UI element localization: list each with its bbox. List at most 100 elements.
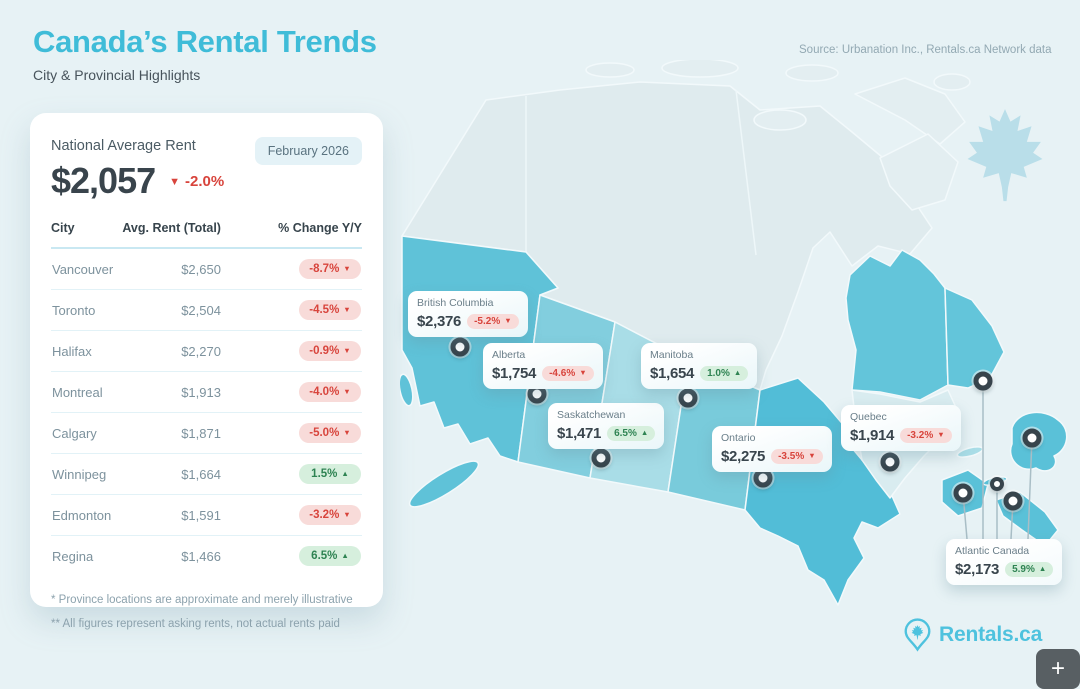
map-marker-manitoba <box>678 388 698 408</box>
trend-arrow-icon <box>339 427 350 439</box>
table-row: Montreal $1,913 -4.0% <box>51 371 362 413</box>
change-pill: -3.2% <box>900 428 952 443</box>
trend-arrow-icon <box>1035 564 1046 575</box>
city-rent: $1,871 <box>116 412 275 454</box>
map-marker-saskatchewan <box>591 448 611 468</box>
quebec-region <box>845 249 949 401</box>
column-header-change: % Change Y/Y <box>274 221 362 249</box>
change-pill: -4.6% <box>542 366 594 381</box>
table-row: Halifax $2,270 -0.9% <box>51 330 362 372</box>
expand-button[interactable]: + <box>1036 649 1080 689</box>
national-average-value: $2,057 <box>51 160 156 201</box>
period-badge: February 2026 <box>254 137 362 165</box>
maple-leaf-icon <box>967 109 1043 202</box>
change-pill: -8.7% <box>299 259 361 279</box>
city-name: Regina <box>52 548 94 564</box>
city-rent: $2,650 <box>116 248 275 290</box>
change-pill: -3.2% <box>299 505 361 525</box>
footnote-1: * Province locations are approximate and… <box>51 594 353 606</box>
city-name: Montreal <box>51 371 117 413</box>
province-card-ontario: Ontario $2,275 -3.5% <box>712 426 832 472</box>
map-marker-labrador <box>973 371 993 391</box>
province-card-alberta: Alberta $1,754 -4.6% <box>483 343 603 389</box>
province-card-saskatchewan: Saskatchewan $1,471 6.5% <box>548 403 665 449</box>
map-marker-pei <box>990 477 1004 491</box>
city-rent-table: City Avg. Rent (Total) % Change Y/Y Vanc… <box>51 221 362 576</box>
trend-down-arrow-icon <box>169 173 185 190</box>
trend-arrow-icon <box>339 509 350 521</box>
trend-arrow-icon <box>339 345 350 357</box>
anticosti-island <box>956 446 984 458</box>
change-pill: -5.2% <box>467 314 519 329</box>
column-header-city: City <box>51 221 117 249</box>
atlantic-regions <box>941 411 1068 547</box>
change-pill: 5.9% <box>1005 562 1054 577</box>
province-card-manitoba: Manitoba $1,654 1.0% <box>641 343 758 389</box>
map-marker-new-brunswick <box>953 483 973 503</box>
trend-arrow-icon <box>730 368 741 379</box>
city-rent: $2,270 <box>116 330 275 372</box>
national-change: -2.0% <box>169 173 224 190</box>
city-name: Halifax <box>51 330 117 372</box>
trend-arrow-icon <box>337 550 348 562</box>
city-name: Edmonton <box>51 494 117 536</box>
map-marker-nova-scotia <box>1003 491 1023 511</box>
table-row: Calgary $1,871 -5.0% <box>51 412 362 454</box>
trend-arrow-icon <box>637 428 648 439</box>
labrador-region <box>944 287 1005 389</box>
table-row: Toronto $2,504 -4.5% <box>51 289 362 331</box>
page-subtitle: City & Provincial Highlights <box>33 67 201 83</box>
page-title: Canada’s Rental Trends <box>33 24 377 59</box>
province-card-british-columbia: British Columbia $2,376 -5.2% <box>408 291 528 337</box>
logo-text: Rentals.ca <box>939 623 1043 646</box>
city-name: Vancouver <box>51 248 117 290</box>
column-header-rent: Avg. Rent (Total) <box>116 221 275 249</box>
pin-maple-leaf-icon <box>904 618 931 652</box>
arctic-islands <box>585 60 971 211</box>
city-rent: $1,913 <box>116 371 275 413</box>
trend-arrow-icon <box>575 368 586 379</box>
footnote-2: ** All figures represent asking rents, n… <box>51 618 340 631</box>
national-stats-card: National Average Rent $2,057 -2.0% Febru… <box>30 113 383 630</box>
change-pill: -0.9% <box>299 341 361 361</box>
trend-arrow-icon <box>500 316 511 327</box>
city-name: Toronto <box>51 289 117 331</box>
city-name: Winnipeg <box>51 453 117 495</box>
change-pill: 1.5% <box>299 464 361 484</box>
trend-arrow-icon <box>339 386 350 398</box>
table-row: Winnipeg $1,664 1.5% <box>51 453 362 495</box>
national-average-label: National Average Rent <box>51 138 196 154</box>
trend-arrow-icon <box>337 468 348 480</box>
change-pill: -5.0% <box>299 423 361 443</box>
city-rent: $1,466 <box>181 548 221 564</box>
change-pill: 1.0% <box>700 366 749 381</box>
trend-arrow-icon <box>339 304 350 316</box>
province-card-atlantic-canada: Atlantic Canada $2,173 5.9% <box>946 539 1063 585</box>
table-row: Regina $1,466 6.5% <box>51 536 362 577</box>
trend-arrow-icon <box>339 263 350 275</box>
change-pill: -3.5% <box>771 449 823 464</box>
trend-arrow-icon <box>933 430 944 441</box>
canada-map: British Columbia $2,376-5.2% Alberta $1,… <box>400 60 1080 620</box>
header: Canada’s Rental Trends City & Provincial… <box>33 24 377 83</box>
city-rent: $2,504 <box>116 289 275 331</box>
change-pill: -4.0% <box>299 382 361 402</box>
city-rent: $1,591 <box>116 494 275 536</box>
city-name: Calgary <box>51 412 117 454</box>
footnotes: * Province locations are approximate and… <box>51 592 362 632</box>
change-pill: -4.5% <box>299 300 361 320</box>
canada-map-svg <box>400 60 1068 606</box>
table-row: Edmonton $1,591 -3.2% <box>51 494 362 536</box>
province-card-quebec: Quebec $1,914 -3.2% <box>841 405 961 451</box>
change-pill: 6.5% <box>607 426 656 441</box>
map-marker-british-columbia <box>450 337 470 357</box>
change-pill: 6.5% <box>299 546 361 566</box>
rentals-ca-logo[interactable]: Rentals.ca <box>903 617 1042 653</box>
map-marker-quebec <box>880 452 900 472</box>
map-marker-newfoundland <box>1022 428 1042 448</box>
source-attribution: Source: Urbanation Inc., Rentals.ca Netw… <box>799 44 1052 56</box>
city-rent: $1,664 <box>116 453 275 495</box>
table-row: Vancouver $2,650 -8.7% <box>51 248 362 290</box>
trend-arrow-icon <box>804 451 815 462</box>
